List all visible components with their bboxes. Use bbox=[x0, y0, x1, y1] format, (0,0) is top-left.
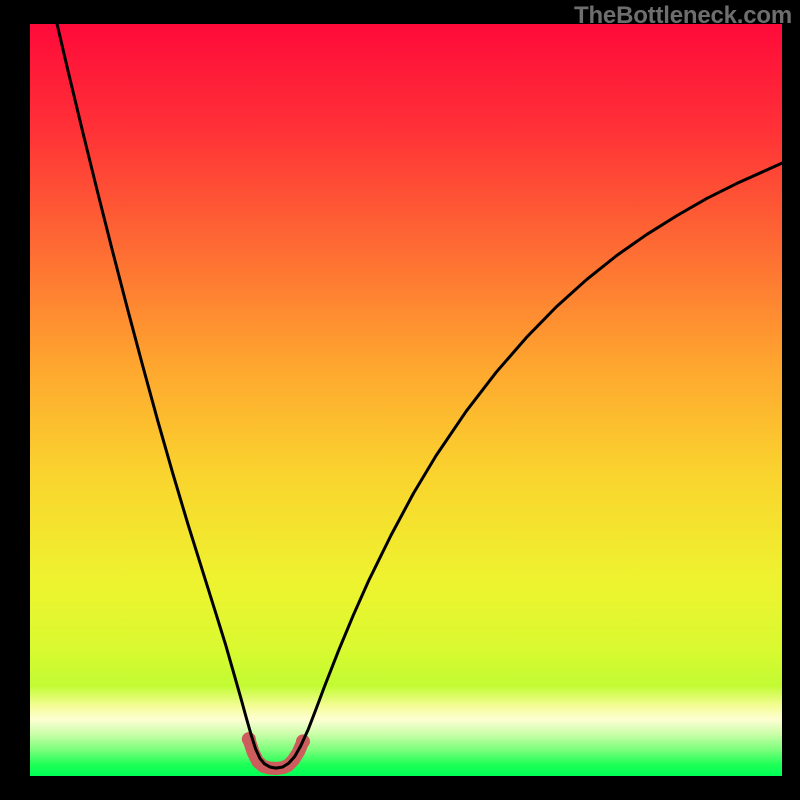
chart-svg bbox=[30, 24, 782, 776]
plot-area bbox=[30, 24, 782, 776]
chart-background-gradient bbox=[30, 24, 782, 776]
watermark-text: TheBottleneck.com bbox=[574, 2, 792, 30]
